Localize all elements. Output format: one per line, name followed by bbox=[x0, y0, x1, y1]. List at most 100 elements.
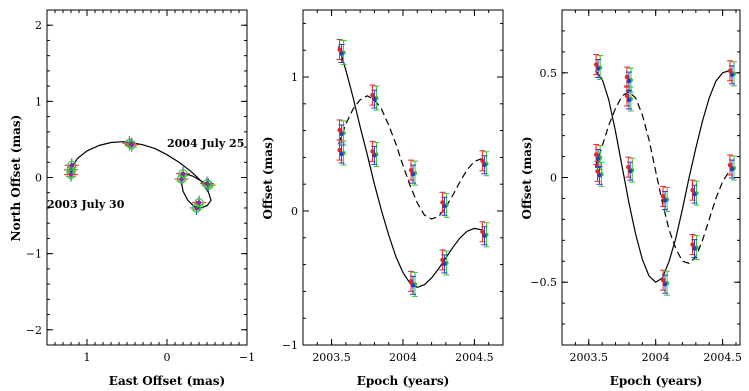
point-marker bbox=[202, 178, 212, 189]
data-point bbox=[726, 154, 737, 181]
point-marker bbox=[662, 198, 668, 203]
x-tick-label: 1 bbox=[84, 351, 91, 364]
epoch-annotation: 2003 July 30 bbox=[47, 198, 125, 211]
point-marker bbox=[180, 171, 186, 176]
x-tick-label: 2004 bbox=[642, 351, 670, 364]
point-marker bbox=[129, 142, 134, 147]
point-marker bbox=[337, 127, 342, 133]
point-marker bbox=[690, 242, 695, 247]
data-point bbox=[689, 179, 700, 206]
point-marker bbox=[480, 229, 485, 234]
point-marker bbox=[440, 200, 445, 205]
point-marker bbox=[624, 93, 630, 99]
point-marker bbox=[178, 169, 188, 179]
point-marker bbox=[480, 158, 485, 163]
point-marker bbox=[372, 153, 377, 158]
y-tick-label: 0 bbox=[550, 172, 557, 185]
point-marker bbox=[662, 281, 668, 287]
point-marker bbox=[337, 47, 342, 52]
data-point bbox=[660, 185, 671, 212]
data-point bbox=[369, 140, 380, 167]
point-marker bbox=[410, 171, 416, 177]
data-point bbox=[369, 84, 380, 111]
point-marker bbox=[196, 200, 202, 205]
y-tick-label: −0.5 bbox=[530, 276, 557, 289]
plot-frame bbox=[561, 9, 741, 346]
point-marker bbox=[692, 246, 697, 251]
x-axis-label: East Offset (mas) bbox=[109, 374, 225, 388]
data-point bbox=[176, 166, 190, 181]
x-tick-label: −1 bbox=[239, 351, 255, 364]
data-point bbox=[64, 167, 78, 182]
data-point bbox=[439, 249, 450, 276]
solid-model-curve bbox=[338, 46, 487, 289]
point-marker bbox=[729, 72, 735, 78]
data-point bbox=[726, 60, 737, 87]
point-marker bbox=[727, 162, 733, 168]
point-marker bbox=[482, 162, 487, 167]
point-marker bbox=[69, 163, 75, 168]
point-marker bbox=[628, 168, 633, 174]
x-axis-label: Epoch (years) bbox=[357, 374, 450, 388]
y-axis-label: Offset (mas) bbox=[261, 137, 275, 220]
x-tick-label: 0 bbox=[164, 351, 171, 364]
x-tick-label: 2004.5 bbox=[703, 351, 742, 364]
data-point bbox=[408, 270, 418, 297]
point-marker bbox=[660, 277, 666, 283]
point-marker bbox=[595, 66, 601, 71]
point-marker bbox=[595, 156, 601, 161]
point-marker bbox=[192, 203, 202, 213]
point-marker bbox=[442, 204, 447, 209]
point-marker bbox=[68, 172, 74, 177]
point-marker bbox=[440, 257, 445, 263]
x-tick-label: 2003.5 bbox=[570, 351, 609, 364]
point-marker bbox=[595, 169, 600, 174]
point-marker bbox=[194, 198, 204, 208]
point-marker bbox=[339, 151, 344, 157]
point-marker bbox=[408, 167, 414, 173]
point-marker bbox=[442, 261, 447, 267]
data-point bbox=[660, 269, 671, 296]
point-marker bbox=[626, 164, 631, 170]
point-marker bbox=[692, 191, 697, 197]
data-point bbox=[479, 150, 490, 177]
data-point bbox=[623, 85, 634, 112]
y-tick-label: 2 bbox=[35, 19, 42, 32]
data-point bbox=[192, 195, 206, 210]
point-marker bbox=[660, 194, 666, 199]
point-marker bbox=[690, 187, 695, 193]
point-marker bbox=[410, 283, 416, 288]
y-tick-label: 0 bbox=[35, 172, 42, 185]
y-tick-label: 0 bbox=[291, 205, 298, 218]
data-point bbox=[593, 54, 604, 81]
data-point bbox=[594, 160, 605, 187]
data-point bbox=[689, 234, 700, 261]
data-point bbox=[124, 137, 139, 152]
point-marker bbox=[67, 160, 77, 170]
point-marker bbox=[624, 74, 630, 80]
point-marker bbox=[727, 68, 733, 74]
data-point bbox=[625, 156, 636, 183]
y-tick-label: −1 bbox=[282, 339, 298, 352]
x-tick-label: 2003.5 bbox=[312, 351, 351, 364]
point-marker bbox=[626, 78, 632, 84]
point-marker bbox=[593, 152, 599, 157]
data-point bbox=[336, 139, 347, 166]
data-point bbox=[200, 176, 214, 191]
point-marker bbox=[66, 169, 76, 180]
north-offset-vs-epoch-panel: Epoch (years) Offset (mas) 2003.5 2004 200… bbox=[520, 9, 742, 388]
point-marker bbox=[593, 62, 599, 67]
point-marker bbox=[339, 131, 344, 137]
point-marker bbox=[370, 149, 375, 154]
point-marker bbox=[372, 96, 377, 102]
data-point bbox=[64, 158, 79, 173]
point-marker bbox=[408, 279, 414, 284]
point-marker bbox=[370, 92, 375, 98]
data-point bbox=[479, 221, 490, 248]
data-point bbox=[439, 191, 450, 218]
data-point bbox=[336, 39, 347, 66]
x-axis-label: Epoch (years) bbox=[610, 374, 703, 388]
point-marker bbox=[729, 166, 735, 172]
x-tick-label: 2004.5 bbox=[455, 351, 494, 364]
plot-frame bbox=[46, 9, 248, 346]
